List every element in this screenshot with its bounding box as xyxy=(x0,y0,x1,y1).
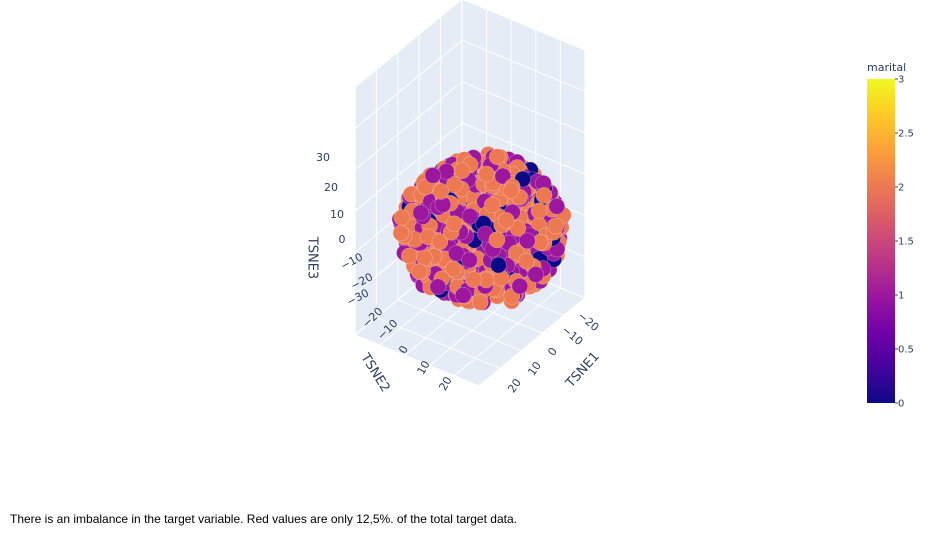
z-tick-label: 20 xyxy=(324,181,338,194)
data-point xyxy=(461,207,479,225)
data-point xyxy=(431,233,449,250)
data-point xyxy=(417,178,434,196)
data-point xyxy=(547,217,564,235)
z-tick-label: 10 xyxy=(330,208,344,221)
y-axis-title: TSNE2 xyxy=(357,350,393,395)
wall-gridline xyxy=(354,39,463,129)
data-point xyxy=(454,286,472,304)
data-point xyxy=(511,277,529,295)
colorbar: marital 0 0.5 1 1.5 2 2.5 3 xyxy=(867,61,914,410)
data-points xyxy=(391,146,572,311)
data-point xyxy=(412,204,430,222)
x-tick-label: 20 xyxy=(505,376,524,395)
data-point xyxy=(400,247,418,265)
colorbar-tick-label: 1.5 xyxy=(898,237,914,248)
floor-gridline xyxy=(453,287,561,377)
colorbar-tick-label: 2.5 xyxy=(898,129,914,140)
data-point xyxy=(483,196,501,214)
data-point xyxy=(445,215,463,233)
y-tick-label: 20 xyxy=(436,374,454,393)
z-tick-label: 30 xyxy=(316,151,330,164)
wall-gridline xyxy=(354,122,463,212)
data-point xyxy=(530,202,548,220)
colorbar-tick-label: 1 xyxy=(898,291,904,302)
x-tick-label: −20 xyxy=(575,309,601,334)
data-point xyxy=(535,187,553,204)
data-point xyxy=(478,165,495,183)
data-point xyxy=(494,167,512,185)
data-point xyxy=(429,278,447,296)
data-point xyxy=(502,182,520,199)
x-tick-label: 10 xyxy=(525,359,544,378)
z-tick-label: 0 xyxy=(339,233,346,246)
data-point xyxy=(518,232,536,250)
x-tick-label: 0 xyxy=(545,345,560,358)
scatter3d-chart[interactable]: −30−20−100102030TSNE3−20−1001020TSNE2−20… xyxy=(0,0,930,500)
colorbar-tick-label: 0 xyxy=(898,399,904,410)
caption-text: There is an imbalance in the target vari… xyxy=(10,512,517,526)
colorbar-title: marital xyxy=(867,61,906,74)
data-point xyxy=(446,176,463,193)
floor-gridline xyxy=(376,316,501,369)
data-point xyxy=(432,183,450,200)
data-point xyxy=(527,266,545,283)
colorbar-gradient xyxy=(867,79,895,403)
z-axis-title: TSNE3 xyxy=(305,236,320,279)
data-point xyxy=(465,271,482,288)
data-point xyxy=(509,220,527,237)
data-point xyxy=(488,148,506,165)
colorbar-tick-label: 2 xyxy=(898,183,904,194)
wall-gridline xyxy=(461,39,586,92)
wall-gridline xyxy=(461,122,586,175)
colorbar-tick-label: 3 xyxy=(898,75,904,86)
data-point xyxy=(497,212,515,229)
data-point xyxy=(424,167,442,184)
x-tick-label: −10 xyxy=(559,323,585,348)
y-tick-label: 10 xyxy=(414,358,432,377)
data-point xyxy=(392,224,410,242)
data-point xyxy=(447,245,465,262)
data-point xyxy=(548,198,566,215)
data-point xyxy=(490,256,507,274)
floor-gridline xyxy=(397,299,522,352)
wall-gridline xyxy=(461,81,586,134)
data-point xyxy=(453,162,471,179)
x-axis-title: TSNE1 xyxy=(563,349,603,391)
data-point xyxy=(488,231,506,249)
data-point xyxy=(411,263,428,281)
data-point xyxy=(393,209,411,226)
wall-gridline xyxy=(354,81,463,171)
data-point xyxy=(461,251,478,269)
data-point xyxy=(518,252,535,270)
data-point xyxy=(471,293,489,311)
colorbar-tick-label: 0.5 xyxy=(898,345,914,356)
data-point xyxy=(445,260,462,278)
